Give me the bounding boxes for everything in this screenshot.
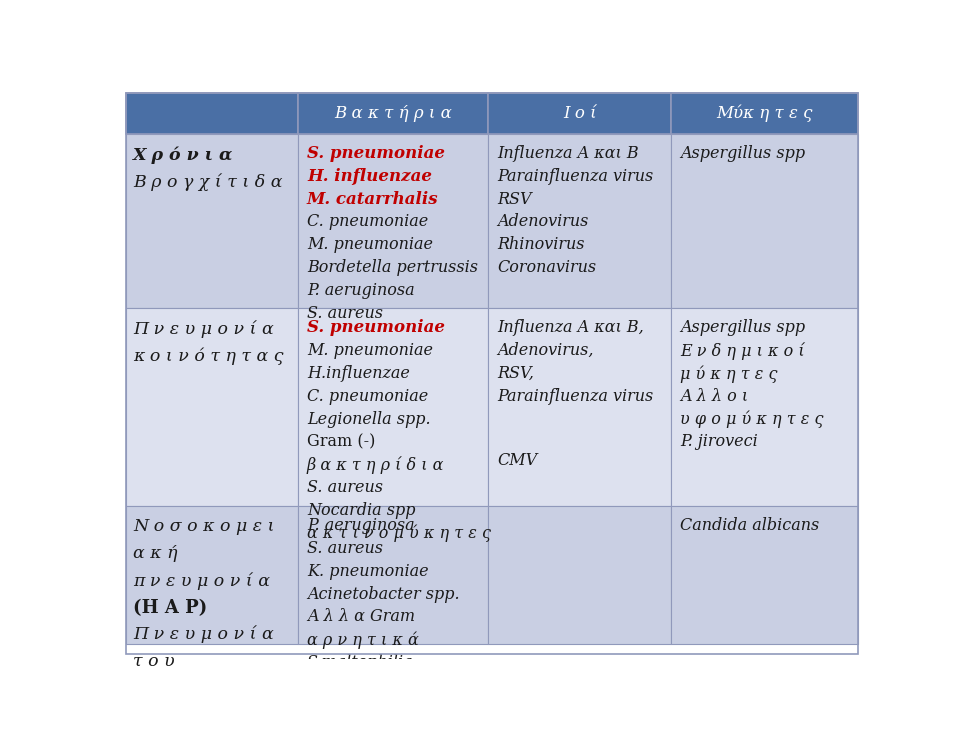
Bar <box>298 505 489 644</box>
Bar <box>298 308 489 505</box>
Text: M. catarrhalis: M. catarrhalis <box>307 191 439 208</box>
Text: μ ύ κ η τ ε ς: μ ύ κ η τ ε ς <box>681 365 778 383</box>
Text: α ρ ν η τ ι κ ά: α ρ ν η τ ι κ ά <box>307 631 419 648</box>
Text: Ε ν δ η μ ι κ ο ί: Ε ν δ η μ ι κ ο ί <box>681 342 804 360</box>
Text: M. pneumoniae: M. pneumoniae <box>307 342 433 359</box>
Text: κ ο ι ν ό τ η τ α ς: κ ο ι ν ό τ η τ α ς <box>133 347 284 365</box>
Bar <box>126 308 298 505</box>
Bar <box>126 505 298 644</box>
Text: S. pneumoniae: S. pneumoniae <box>307 320 444 337</box>
Text: S. aureus: S. aureus <box>307 479 383 496</box>
Text: Adenovirus: Adenovirus <box>497 214 588 230</box>
Bar <box>671 134 858 308</box>
Text: (H A P): (H A P) <box>133 599 207 616</box>
Text: S. aureus: S. aureus <box>307 540 383 557</box>
Text: Aspergillus spp: Aspergillus spp <box>681 145 805 162</box>
Text: H. influenzae: H. influenzae <box>307 168 432 185</box>
Text: Parainfluenza virus: Parainfluenza virus <box>497 168 654 185</box>
Bar <box>671 93 858 134</box>
Text: CMV: CMV <box>497 451 538 468</box>
Text: C. pneumoniae: C. pneumoniae <box>307 388 428 405</box>
Text: Acinetobacter spp.: Acinetobacter spp. <box>307 585 460 602</box>
Text: Aspergillus spp: Aspergillus spp <box>681 320 805 337</box>
Text: N ο σ ο κ ο μ ε ι: N ο σ ο κ ο μ ε ι <box>133 518 275 535</box>
Text: π ν ε υ μ ο ν ί α: π ν ε υ μ ο ν ί α <box>133 572 271 590</box>
Bar <box>126 93 298 134</box>
Text: Nocardia spp: Nocardia spp <box>307 502 416 519</box>
Text: Coronavirus: Coronavirus <box>497 259 596 276</box>
Text: S.maltophilia: S.maltophilia <box>307 654 414 671</box>
Text: I ο ί: I ο ί <box>563 105 597 122</box>
Text: α κ ή: α κ ή <box>133 545 178 562</box>
Text: β α κ τ η ρ ί δ ι α: β α κ τ η ρ ί δ ι α <box>307 456 444 474</box>
Text: P. jiroveci: P. jiroveci <box>681 434 758 451</box>
Text: H.influenzae: H.influenzae <box>307 365 410 382</box>
Text: C. pneumoniae: C. pneumoniae <box>307 214 428 230</box>
Text: B ρ o γ χ ί τ ι δ α: B ρ o γ χ ί τ ι δ α <box>133 173 283 191</box>
Text: Candida albicans: Candida albicans <box>681 517 820 534</box>
Bar <box>489 505 671 644</box>
Text: X ρ ό ν ι α: X ρ ό ν ι α <box>133 147 234 164</box>
Text: K. pneumoniae: K. pneumoniae <box>307 562 428 579</box>
Bar <box>489 134 671 308</box>
Bar <box>489 308 671 505</box>
Text: Π ν ε υ μ ο ν ί α: Π ν ε υ μ ο ν ί α <box>133 625 275 643</box>
Text: Bordetella pertrussis: Bordetella pertrussis <box>307 259 478 276</box>
Text: RSV: RSV <box>497 191 532 208</box>
Text: Influenza A και B,: Influenza A και B, <box>497 320 644 337</box>
Bar <box>489 93 671 134</box>
Text: Α λ λ ο ι: Α λ λ ο ι <box>681 388 749 405</box>
Text: M. pneumoniae: M. pneumoniae <box>307 236 433 253</box>
Text: Adenovirus,: Adenovirus, <box>497 342 594 359</box>
Text: υ φ ο μ ύ κ η τ ε ς: υ φ ο μ ύ κ η τ ε ς <box>681 411 824 428</box>
Text: B α κ τ ή ρ ι α: B α κ τ ή ρ ι α <box>334 105 452 122</box>
Bar <box>126 134 298 308</box>
Text: Legionella spp.: Legionella spp. <box>307 411 430 428</box>
Text: P. aeruginosa: P. aeruginosa <box>307 517 415 534</box>
Text: Α λ λ α Gram: Α λ λ α Gram <box>307 608 415 625</box>
Text: α κ τ ι ν ο μ ύ κ η τ ε ς: α κ τ ι ν ο μ ύ κ η τ ε ς <box>307 525 491 542</box>
Text: P. aeruginosa: P. aeruginosa <box>307 282 415 299</box>
Text: S. aureus: S. aureus <box>307 305 383 322</box>
Text: S. pneumoniae: S. pneumoniae <box>307 145 444 162</box>
Bar <box>671 505 858 644</box>
Text: Mύκ η τ ε ς: Mύκ η τ ε ς <box>716 105 813 122</box>
Text: Rhinovirus: Rhinovirus <box>497 236 585 253</box>
Text: Parainfluenza virus: Parainfluenza virus <box>497 388 654 405</box>
Text: Influenza A και B: Influenza A και B <box>497 145 639 162</box>
Text: Gram (-): Gram (-) <box>307 434 375 451</box>
Text: τ ο υ: τ ο υ <box>133 652 175 669</box>
Text: Π ν ε υ μ ο ν ί α: Π ν ε υ μ ο ν ί α <box>133 320 275 338</box>
Bar <box>298 134 489 308</box>
Bar <box>298 93 489 134</box>
Bar <box>671 308 858 505</box>
Text: RSV,: RSV, <box>497 365 534 382</box>
